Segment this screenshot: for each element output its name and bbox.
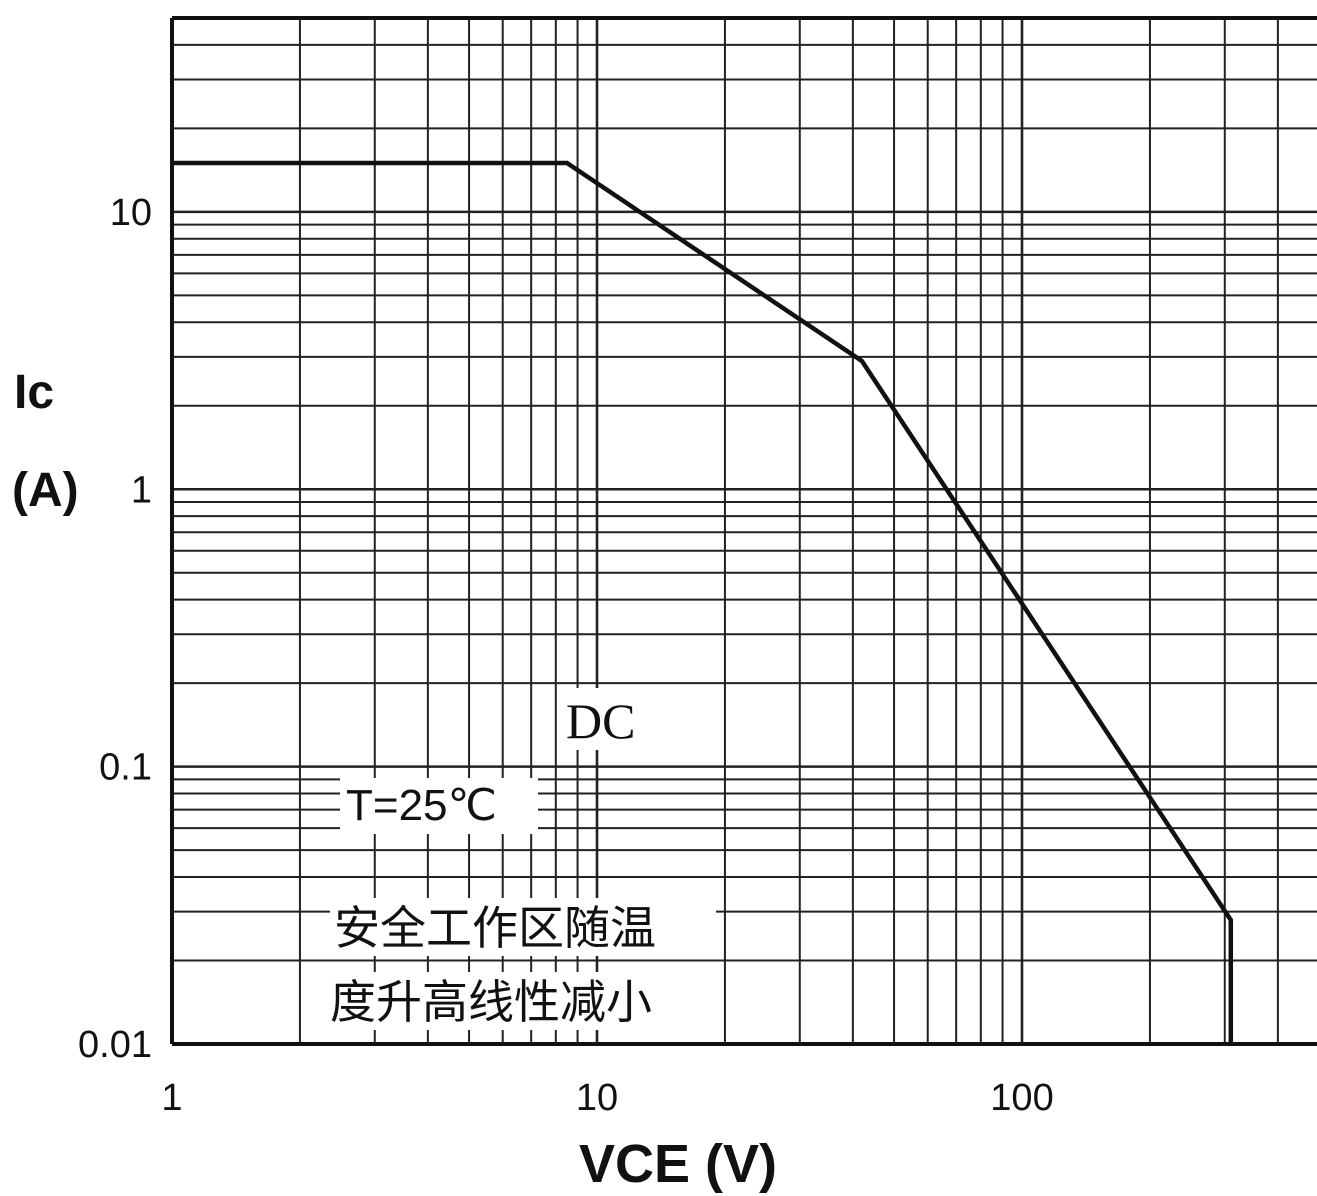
series-line-0 <box>172 160 1234 1044</box>
y-tick-label: 0.01 <box>78 1024 152 1066</box>
note-line1-bg <box>330 898 716 956</box>
y-tick-label: 1 <box>131 469 152 511</box>
annotation-temperature: T=25℃ <box>346 781 497 830</box>
annotation-note-line2: 度升高线性减小 <box>330 975 652 1029</box>
x-axis-label: VCE (V) <box>579 1134 777 1194</box>
x-tick-label: 100 <box>990 1077 1053 1119</box>
annotation-dc: DC <box>566 693 635 749</box>
y-tick-label: 10 <box>110 192 152 234</box>
annotation-backgrounds <box>326 688 716 1030</box>
series-layer <box>172 160 1234 1044</box>
grid-layer <box>170 16 1317 1046</box>
note-line2-bg <box>326 972 706 1030</box>
temperature-label-bg <box>340 778 538 834</box>
x-tick-label: 1 <box>161 1077 182 1119</box>
x-tick-label: 10 <box>576 1077 618 1119</box>
y-tick-label: 0.1 <box>99 747 152 789</box>
dc-label-bg <box>562 688 644 750</box>
annotation-note-line1: 安全工作区随温 <box>334 901 656 955</box>
y-axis-label-line2: (A) <box>12 464 79 517</box>
y-axis-label-line1: Ic <box>14 366 54 419</box>
